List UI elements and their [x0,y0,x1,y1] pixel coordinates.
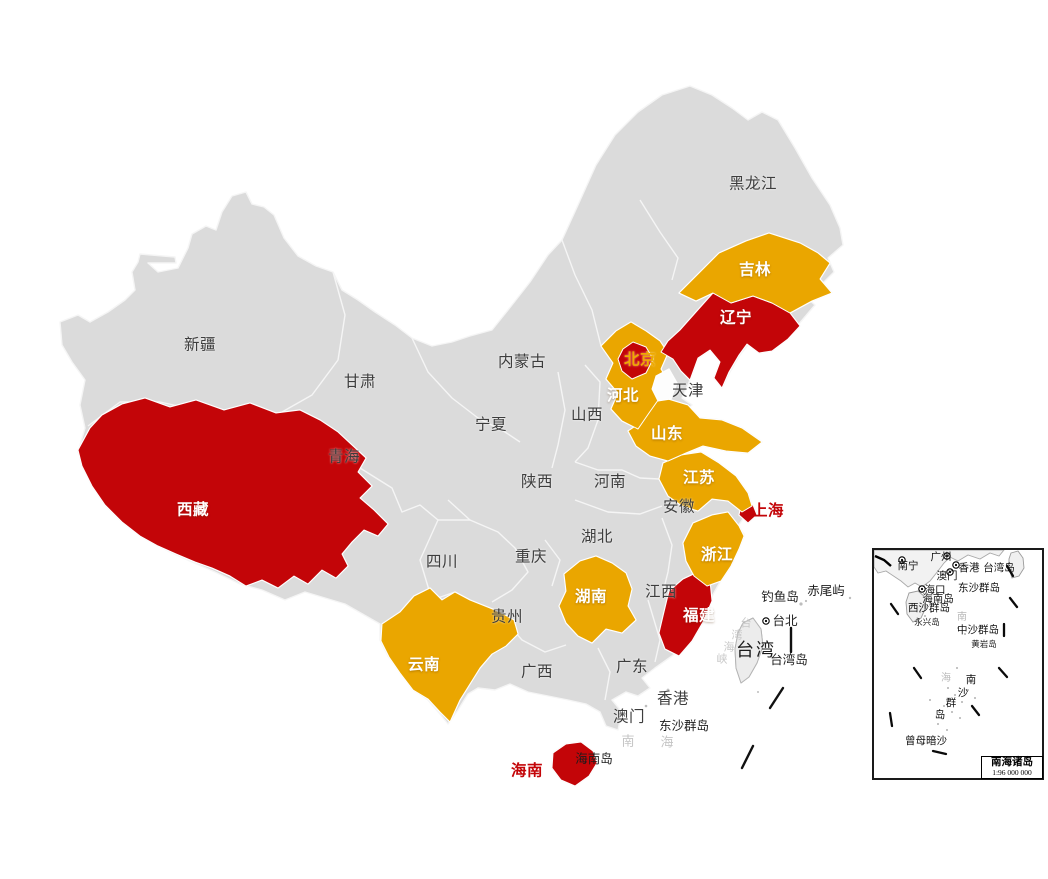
region-hainan[interactable] [551,741,598,787]
inset-coastline [873,549,1005,588]
inset-islet-dot [956,667,958,669]
province-border [597,647,611,701]
inset-city-marker-南宁 [898,556,906,564]
region-tianjin[interactable] [651,368,678,402]
south-china-sea-inset [872,548,1044,780]
inset-nine-dash-segment [912,666,923,680]
province-border [359,467,439,521]
inset-city-marker-海口 [918,585,926,593]
inset-svg [873,549,1025,756]
inset-city-marker-香港 [952,561,960,569]
inset-islet-dot [946,729,948,731]
inset-islet-dot [967,689,969,691]
region-shandong[interactable] [622,398,763,462]
inset-nine-dash-segment [931,749,948,756]
inset-islet-dot [954,694,956,696]
province-border [574,364,601,463]
inset-nine-dash-segment [970,704,981,717]
inset-nine-dash-segment [888,711,894,728]
inset-islet-dot [957,627,959,629]
islet-dot [644,704,648,708]
islet-dot [799,602,803,606]
province-border [551,371,566,469]
islet-dot [804,599,808,603]
inset-islet-dot [959,717,961,719]
islet-dot [757,691,759,693]
region-yunnan[interactable] [380,587,519,723]
province-border [661,517,673,593]
inset-islet-dot [929,699,931,701]
inset-city-marker-广州 [943,552,951,560]
inset-islet-dot [916,619,918,621]
province-border [411,337,521,443]
inset-nine-dash-segment [997,666,1009,679]
province-border [544,539,561,587]
province-border [574,499,663,515]
inset-islet-dot [961,701,963,703]
inset-islet-dot [964,633,966,635]
inset-scale: 1:96 000 000 [992,768,1032,777]
inset-islet-dot [943,705,945,707]
province-border [469,519,529,603]
inset-islet-dot [924,615,926,617]
inset-islet-dot [947,687,949,689]
nine-dash-segment [768,686,785,710]
inset-islet-dot [951,711,953,713]
inset-taiwan-island [1008,550,1025,579]
city-marker-台北 [762,617,770,625]
inset-city-marker-澳门 [946,568,954,576]
province-border [639,199,679,281]
inset-boundary-mark [874,554,892,567]
inset-islet-dot [937,723,939,725]
inset-islet-dot [930,611,932,613]
region-beijing[interactable] [617,341,654,380]
region-taiwan[interactable] [734,617,764,684]
region-hunan[interactable] [558,555,637,644]
nine-dash-segment [740,744,755,770]
province-border [574,461,660,480]
region-tibet[interactable] [77,397,389,589]
inset-title: 南海诸岛 [991,757,1033,768]
province-border [647,599,661,663]
inset-title-box: 南海诸岛 1:96 000 000 [981,756,1043,779]
region-zhejiang[interactable] [682,511,745,587]
inset-nine-dash-segment [1005,564,1015,578]
inset-islet-dot [974,697,976,699]
islet-dot [666,688,670,692]
inset-islet-dot [919,611,921,613]
province-border [561,239,602,347]
region-jilin[interactable] [678,232,833,314]
region-jiangsu[interactable] [658,451,753,513]
inset-hainan-island [905,590,927,623]
inset-nine-dash-segment [1008,596,1019,609]
islet-dot [848,596,852,600]
inset-nine-dash-segment [889,602,900,616]
